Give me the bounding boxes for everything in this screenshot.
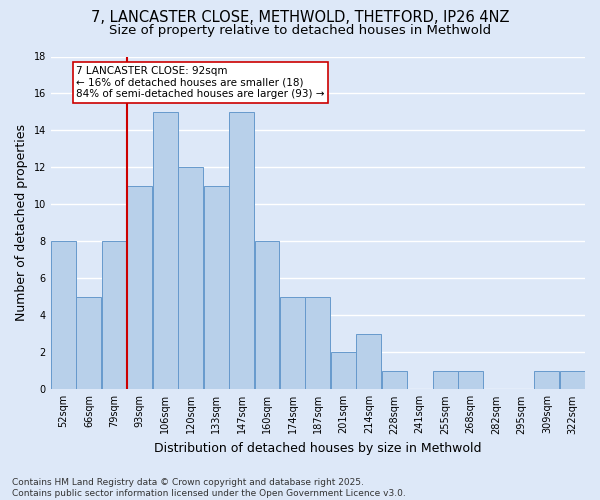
Bar [229,112,254,390]
Bar [51,242,76,390]
Text: Size of property relative to detached houses in Methwold: Size of property relative to detached ho… [109,24,491,37]
Bar [331,352,356,390]
Bar [153,112,178,390]
Bar [203,186,229,390]
Bar [280,297,305,390]
Text: 7 LANCASTER CLOSE: 92sqm
← 16% of detached houses are smaller (18)
84% of semi-d: 7 LANCASTER CLOSE: 92sqm ← 16% of detach… [76,66,325,99]
Bar [560,371,585,390]
Bar [127,186,152,390]
Bar [178,168,203,390]
Bar [433,371,458,390]
X-axis label: Distribution of detached houses by size in Methwold: Distribution of detached houses by size … [154,442,482,455]
Y-axis label: Number of detached properties: Number of detached properties [15,124,28,322]
Bar [305,297,331,390]
Text: 7, LANCASTER CLOSE, METHWOLD, THETFORD, IP26 4NZ: 7, LANCASTER CLOSE, METHWOLD, THETFORD, … [91,10,509,25]
Bar [76,297,101,390]
Bar [102,242,127,390]
Text: Contains HM Land Registry data © Crown copyright and database right 2025.
Contai: Contains HM Land Registry data © Crown c… [12,478,406,498]
Bar [535,371,559,390]
Bar [458,371,483,390]
Bar [382,371,407,390]
Bar [356,334,381,390]
Bar [254,242,280,390]
